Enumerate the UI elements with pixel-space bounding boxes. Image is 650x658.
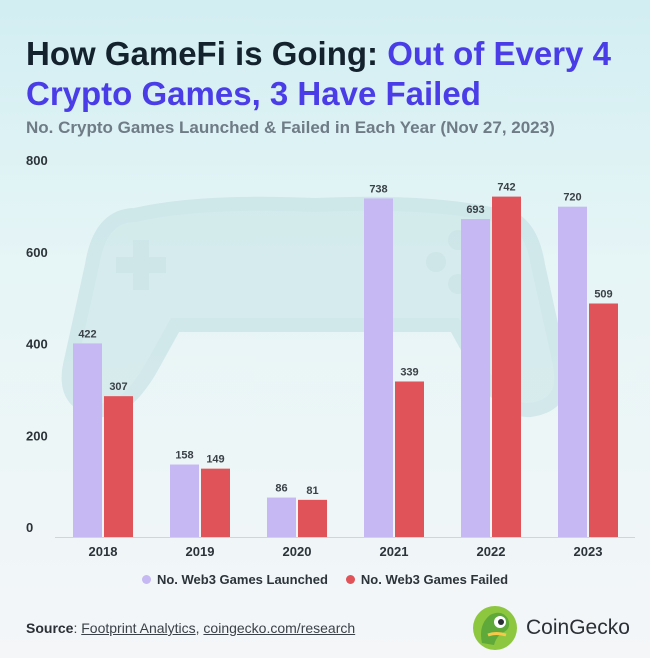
source-sep2: ,	[195, 620, 204, 636]
bar-failed	[492, 196, 521, 538]
y-tick-label: 0	[26, 520, 33, 535]
coingecko-logo-icon	[473, 606, 517, 650]
bars-layer: 422 307 158 149 86 81 738 339 693 742 720 509	[73, 182, 618, 538]
source-link-coingecko[interactable]: coingecko.com/research	[203, 620, 356, 636]
legend-item-launched: No. Web3 Games Launched	[141, 572, 328, 587]
y-tick-label: 600	[26, 245, 48, 260]
bar-failed	[298, 499, 327, 537]
legend-label-launched: No. Web3 Games Launched	[156, 572, 328, 587]
bar-launched	[364, 198, 393, 537]
x-tick-label: 2022	[477, 544, 506, 559]
data-label: 307	[109, 381, 127, 393]
legend-item-failed: No. Web3 Games Failed	[345, 572, 509, 587]
x-tick-label: 2018	[89, 544, 118, 559]
coingecko-brand[interactable]: CoinGecko	[472, 605, 630, 651]
data-label: 339	[400, 366, 418, 378]
y-tick-label: 400	[26, 337, 48, 352]
data-label: 720	[563, 192, 581, 204]
x-tick-label: 2021	[380, 544, 409, 559]
bar-launched	[558, 206, 587, 537]
title-main: How GameFi is Going:	[26, 35, 388, 72]
data-label: 158	[175, 450, 193, 462]
data-label: 86	[275, 483, 287, 495]
data-label: 149	[206, 454, 224, 466]
chart-subtitle: No. Crypto Games Launched & Failed in Ea…	[26, 118, 555, 137]
bar-chart: 422 307 158 149 86 81 738 339 693 742 720 509 0 200 4…	[26, 153, 635, 559]
source-sep1: :	[73, 620, 82, 636]
data-label: 738	[369, 183, 387, 195]
x-tick-label: 2023	[574, 544, 603, 559]
x-tick-label: 2020	[283, 544, 312, 559]
legend-label-failed: No. Web3 Games Failed	[360, 572, 509, 587]
data-label: 81	[306, 485, 318, 497]
data-label: 509	[594, 288, 612, 300]
source-link-footprint[interactable]: Footprint Analytics	[81, 620, 196, 636]
legend-swatch-launched	[141, 575, 151, 584]
data-label: 693	[466, 204, 484, 216]
bar-failed	[104, 396, 133, 537]
bar-failed	[201, 468, 230, 537]
y-tick-label: 800	[26, 153, 48, 168]
bar-failed	[589, 303, 618, 537]
bar-launched	[73, 343, 102, 537]
data-label: 742	[497, 182, 515, 194]
bar-launched	[170, 464, 199, 537]
legend: No. Web3 Games Launched No. Web3 Games F…	[0, 572, 650, 587]
y-tick-label: 200	[26, 428, 48, 443]
bar-launched	[461, 219, 490, 537]
brand-name: CoinGecko	[526, 616, 630, 639]
data-label: 422	[78, 328, 96, 340]
x-axis: 2018 2019 2020 2021 2022 2023	[55, 537, 635, 559]
source-line: Source: Footprint Analytics, coingecko.c…	[26, 620, 355, 636]
source-label: Source	[26, 620, 74, 636]
y-axis: 0 200 400 600 800	[26, 153, 48, 535]
x-tick-label: 2019	[186, 544, 215, 559]
title-accent: Out of Every 4 Crypto Games, 3 Have Fail…	[26, 35, 611, 112]
bar-launched	[267, 497, 296, 537]
chart-title: How GameFi is Going: Out of Every 4 Cryp…	[26, 34, 636, 114]
bar-failed	[395, 381, 424, 537]
legend-swatch-failed	[345, 575, 355, 584]
